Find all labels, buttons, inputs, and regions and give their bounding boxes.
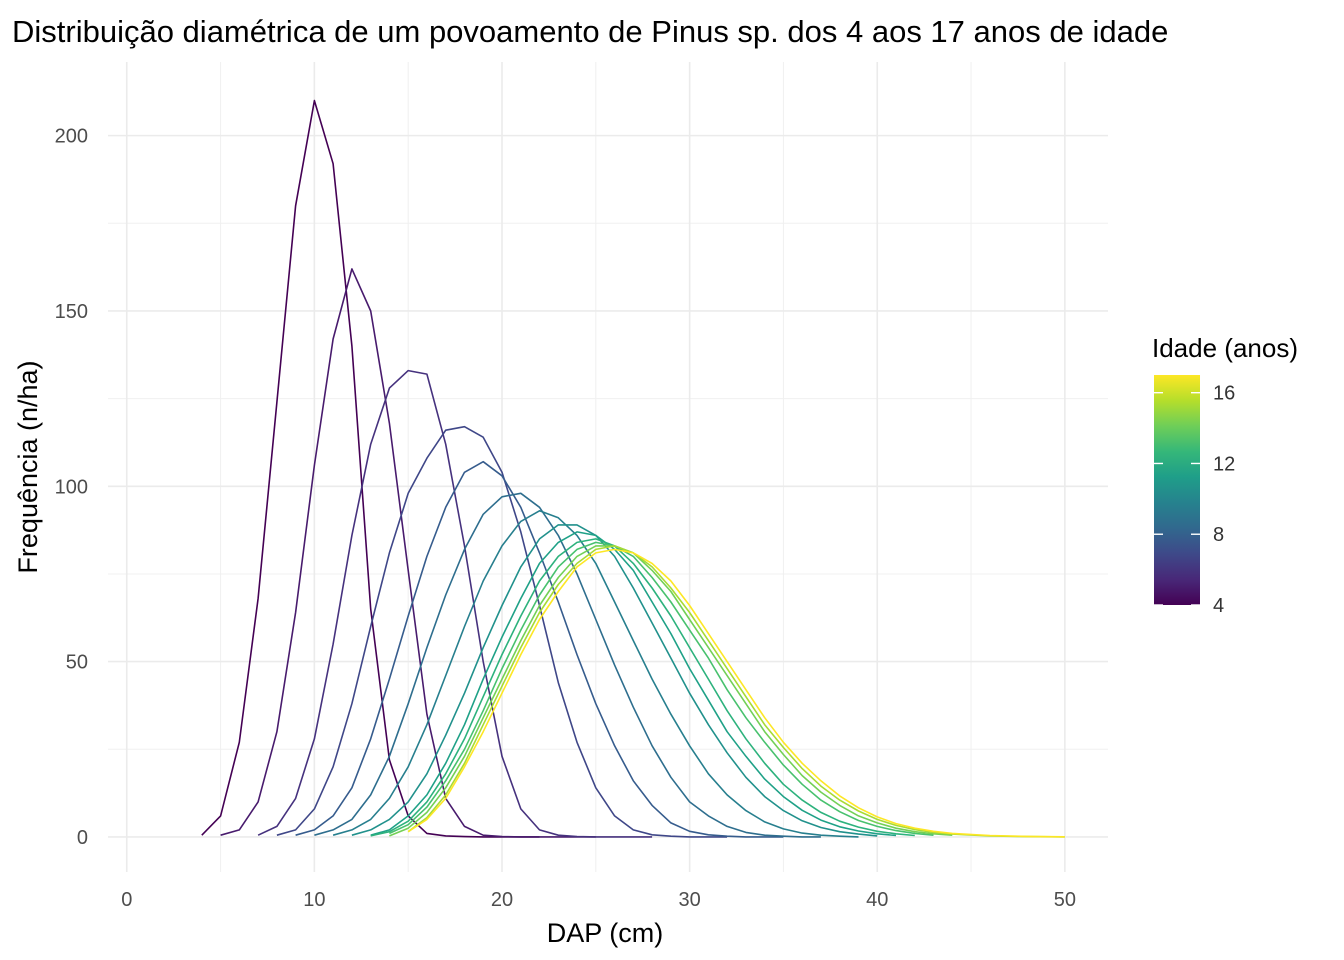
x-tick-label: 30 [678,889,700,911]
plot-panel [108,62,1108,872]
legend-tick-label: 4 [1213,595,1224,617]
y-axis-title: Frequência (n/ha) [13,360,43,573]
x-tick-label: 20 [491,889,513,911]
x-axis-title: DAP (cm) [547,918,664,948]
legend-tick-label: 16 [1213,383,1235,405]
series-lines [201,99,1065,838]
legend-tick-label: 12 [1213,453,1235,475]
y-tick-label: 100 [55,476,88,498]
y-tick-label: 150 [55,301,88,323]
series-line-age-12 [370,531,897,837]
series-line-age-13 [370,538,915,837]
series-line-age-11 [351,524,878,837]
grid-lines [108,62,1108,872]
series-line-age-8 [295,460,784,838]
legend-tick-label: 8 [1213,524,1224,546]
legend-title: Idade (anos) [1152,333,1298,363]
legend-colorbar [1154,375,1200,605]
x-tick-label: 50 [1054,889,1076,911]
y-tick-label: 200 [55,126,88,148]
series-line-age-6 [257,369,653,838]
legend: Idade (anos) 4 8 12 16 [1152,333,1298,617]
series-line-age-16 [407,545,1065,838]
series-line-age-9 [314,492,821,838]
series-line-age-15 [389,545,953,837]
chart-title: Distribuição diamétrica de um povoamento… [12,14,1168,49]
series-line-age-5 [220,268,596,838]
legend-ticks: 4 8 12 16 [1154,383,1235,617]
series-line-age-7 [276,425,728,838]
y-tick-labels: 0 50 100 150 200 [55,126,88,849]
x-tick-label: 0 [121,889,132,911]
x-tick-labels: 0 10 20 30 40 50 [121,889,1076,911]
series-line-age-17 [407,548,1065,838]
series-line-age-4 [201,99,540,838]
x-tick-label: 10 [303,889,325,911]
series-line-age-14 [389,541,934,836]
y-tick-label: 50 [66,652,88,674]
x-tick-label: 40 [866,889,888,911]
y-tick-label: 0 [77,827,88,849]
series-line-age-10 [332,509,859,838]
